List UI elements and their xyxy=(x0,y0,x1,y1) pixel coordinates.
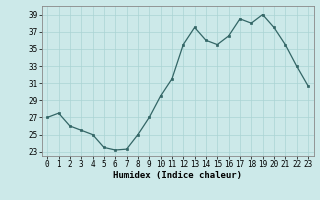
X-axis label: Humidex (Indice chaleur): Humidex (Indice chaleur) xyxy=(113,171,242,180)
